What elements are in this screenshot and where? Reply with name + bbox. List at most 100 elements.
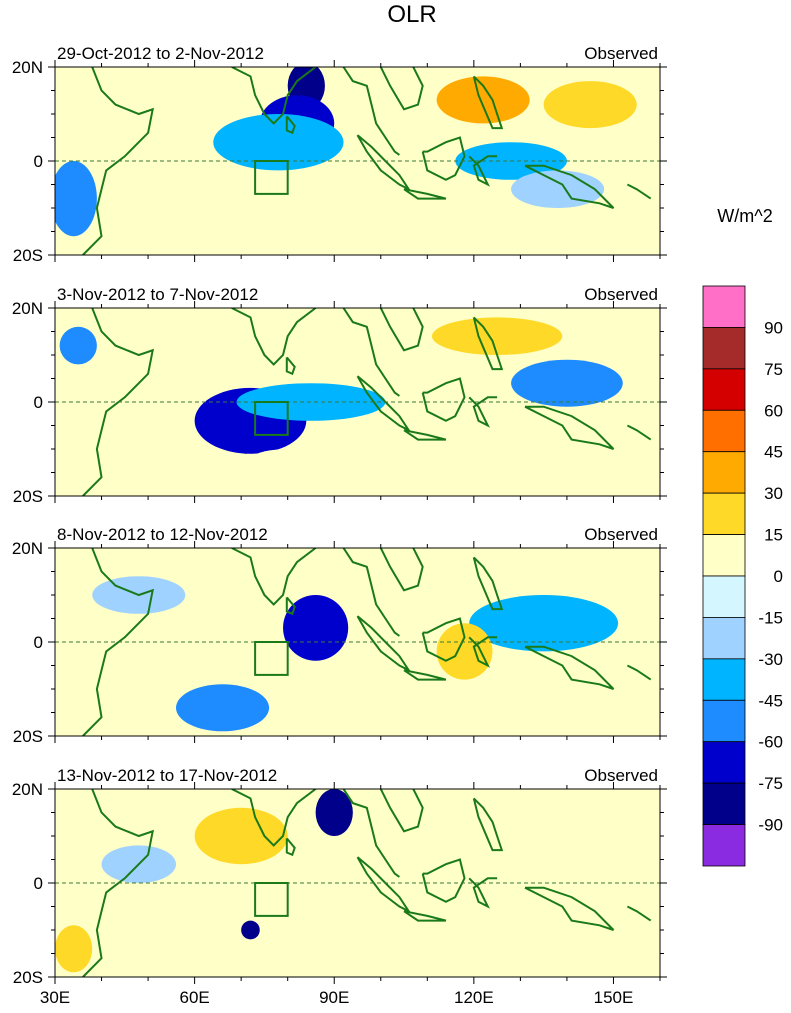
y-tick-label: 20N [12,299,43,318]
anomaly-blob [436,623,493,680]
anomaly-blob [241,449,335,487]
legend-swatch [702,368,746,411]
anomaly-blob [585,203,660,251]
legend-label: -90 [758,816,783,835]
legend-swatch [702,409,746,453]
coastline [524,405,615,450]
coastline [231,308,317,366]
anomaly-field [55,789,586,973]
y-tick-label: 20S [13,968,43,987]
coastline [379,308,424,352]
map-panel: 20N 0 20S 3-Nov-2012 to 7-Nov-2012 Observed [12,285,667,506]
legend-swatch [702,741,746,784]
y-tick-label: 0 [34,874,43,893]
legend-label: 30 [764,484,783,503]
anomaly-blob [511,359,623,407]
coastline [231,789,317,847]
coastline [403,188,447,200]
legend-label: 15 [764,526,783,545]
coastline [524,886,615,931]
anomaly-blob [283,595,349,661]
x-tick-label: 60E [179,988,209,1007]
coastline [342,308,400,397]
coastline [285,596,296,616]
anomaly-blob [469,595,619,652]
coastlines [82,67,652,255]
coastline [82,789,155,977]
coastline [403,429,447,441]
panel-source: Observed [584,285,658,304]
coastline [468,155,498,187]
legend-label: -30 [758,650,783,669]
x-axis: 30E 60E 90E 120E 150E [40,988,633,1007]
coastline [82,67,155,255]
panel-source: Observed [584,44,658,63]
legend-swatch [702,575,746,618]
anomaly-blob [543,81,637,129]
x-tick-label: 30E [40,988,70,1007]
coastline [468,877,498,909]
coastline [342,67,400,156]
legend-label: 75 [764,360,783,379]
legend-swatch [702,327,746,370]
target-region-box [254,641,289,676]
coastline [421,617,466,662]
anomaly-blob [306,925,456,954]
coastline [342,548,400,637]
x-tick-label: 90E [319,988,349,1007]
anomaly-blob [436,76,530,124]
legend-swatch [702,492,746,535]
coastline [524,645,615,690]
coastlines [82,789,652,977]
coastline [285,115,296,135]
anomaly-blob [176,684,270,732]
coastline [421,136,466,181]
coastline [403,669,447,681]
color-legend: 90 75 60 45 30 15 0 -15 -30 -45 -60 -75 -90 [702,285,783,867]
coastline [285,837,296,857]
legend-label: -15 [758,608,783,627]
coastlines [82,548,652,736]
legend-swatch [702,451,746,494]
legend-swatch [702,658,746,701]
legend-label: -60 [758,733,783,752]
map-panel: 20N 0 20S 8-Nov-2012 to 12-Nov-2012 Observed [12,525,667,746]
y-tick-label: 20S [13,246,43,265]
coastline [342,789,400,878]
legend-label: 0 [774,567,783,586]
y-tick-label: 20N [12,539,43,558]
coastline [468,396,498,428]
x-tick-label: 120E [454,988,494,1007]
legend-swatch [702,617,746,660]
coastline [379,67,424,111]
coastline [285,356,296,376]
legend-swatch [702,534,746,577]
y-tick-label: 0 [34,633,43,652]
y-tick-label: 0 [34,393,43,412]
y-tick-label: 20N [12,58,43,77]
coastline [403,910,447,922]
legend-label: 45 [764,443,783,462]
anomaly-blob [55,925,93,973]
map-panel: 20N 0 20S 29-Oct-2012 to 2-Nov-2012 Observed [12,44,667,265]
panel-date-range: 13-Nov-2012 to 17-Nov-2012 [57,766,277,785]
coastline [379,548,424,592]
anomaly-blob [371,807,484,846]
coastline [421,377,466,422]
legend-swatch [702,699,746,743]
anomaly-blob [315,789,353,836]
coastline [82,308,155,496]
anomaly-blob [115,627,228,657]
target-region-box [254,160,289,195]
coastline [421,858,466,903]
anomaly-field [55,67,660,251]
anomaly-blob [59,326,97,365]
y-tick-label: 0 [34,152,43,171]
target-region-box [254,882,289,917]
panel-source: Observed [584,525,658,544]
anomaly-blob [213,114,344,171]
coastline [468,636,498,668]
legend-label: 90 [764,318,783,337]
legend-swatch [702,285,746,328]
